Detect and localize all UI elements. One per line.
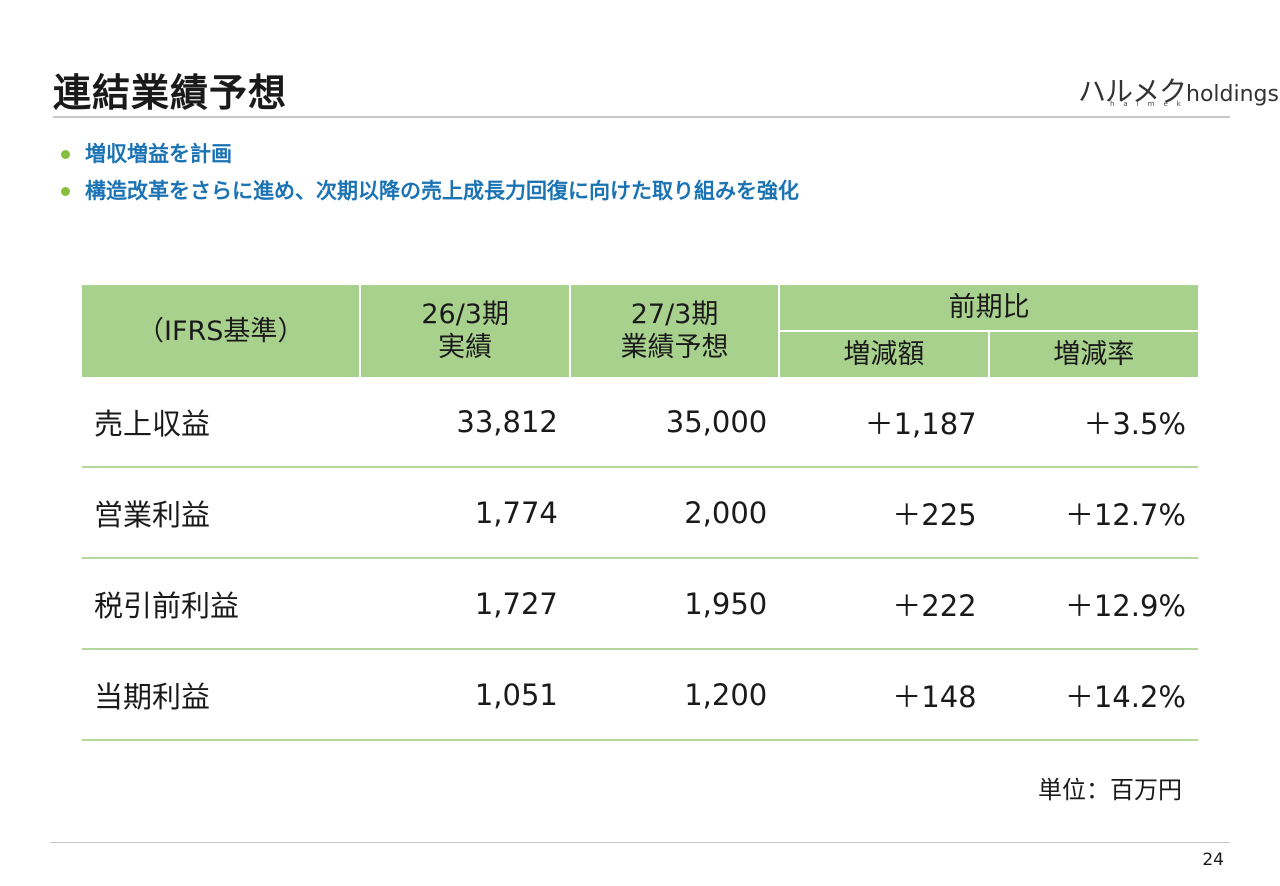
cell-fy27: 2,000	[569, 467, 780, 559]
row-label: 営業利益	[82, 467, 361, 559]
footer-divider	[50, 842, 1230, 843]
row-label: 当期利益	[82, 649, 361, 741]
header-yoy-group: 前期比	[779, 285, 1198, 331]
summary-bullets: 増収増益を計画 構造改革をさらに進め、次期以降の売上成長力回復に向けた取り組みを…	[60, 138, 799, 212]
header-fy26: 26/3期 実績	[360, 285, 571, 377]
header-rate: 増減率	[988, 330, 1198, 377]
header-diff: 増減額	[779, 330, 990, 377]
cell-rate: ＋3.5%	[988, 377, 1198, 468]
cell-fy27: 1,200	[569, 649, 780, 741]
header-fy26-type: 実績	[438, 332, 493, 363]
cell-diff: ＋222	[779, 558, 989, 650]
table-row: 売上収益 33,812 35,000 ＋1,187 ＋3.5%	[82, 377, 1198, 468]
company-logo: ハルメクholdings halmek	[1078, 70, 1279, 110]
logo-wordmark: ハルメクholdings	[1078, 70, 1279, 110]
header-corner: （IFRS基準）	[82, 285, 362, 377]
row-label: 税引前利益	[82, 558, 361, 650]
logo-jp: ハルメク	[1078, 75, 1187, 108]
table-row: 当期利益 1,051 1,200 ＋148 ＋14.2%	[82, 649, 1198, 741]
bullet-text: 増収増益を計画	[85, 142, 232, 166]
cell-rate: ＋12.7%	[988, 467, 1198, 559]
forecast-table: （IFRS基準） 26/3期 実績 27/3期 業績予想 前期比 増減額 増減率 売…	[82, 285, 1198, 741]
bullet-item: 構造改革をさらに進め、次期以降の売上成長力回復に向けた取り組みを強化	[60, 175, 799, 212]
cell-fy26: 1,774	[360, 467, 570, 559]
cell-fy26: 33,812	[360, 377, 570, 468]
cell-fy26: 1,727	[360, 558, 570, 650]
table-row: 税引前利益 1,727 1,950 ＋222 ＋12.9%	[82, 558, 1198, 650]
cell-rate: ＋14.2%	[988, 649, 1198, 741]
header-fy26-period: 26/3期	[421, 299, 509, 330]
page-title: 連結業績予想	[53, 71, 288, 115]
bullet-dot-icon	[61, 187, 70, 196]
header-fy27-period: 27/3期	[630, 299, 719, 330]
row-label: 売上収益	[82, 377, 361, 468]
cell-fy27: 1,950	[569, 558, 780, 650]
cell-fy26: 1,051	[360, 649, 570, 741]
logo-en: holdings	[1186, 82, 1279, 107]
cell-diff: ＋1,187	[779, 377, 989, 468]
table-row: 営業利益 1,774 2,000 ＋225 ＋12.7%	[82, 467, 1198, 559]
header-fy27: 27/3期 業績予想	[569, 285, 781, 377]
unit-note: 単位：百万円	[1038, 776, 1182, 804]
bullet-dot-icon	[61, 150, 70, 159]
cell-diff: ＋148	[779, 649, 989, 741]
bullet-text: 構造改革をさらに進め、次期以降の売上成長力回復に向けた取り組みを強化	[85, 179, 799, 203]
logo-subtext: halmek	[1110, 100, 1190, 108]
header-fy27-type: 業績予想	[620, 332, 729, 363]
cell-rate: ＋12.9%	[988, 558, 1198, 650]
page-number: 24	[1202, 850, 1224, 870]
cell-fy27: 35,000	[569, 377, 780, 468]
title-divider	[53, 116, 1230, 118]
bullet-item: 増収増益を計画	[60, 138, 799, 175]
cell-diff: ＋225	[779, 467, 989, 559]
